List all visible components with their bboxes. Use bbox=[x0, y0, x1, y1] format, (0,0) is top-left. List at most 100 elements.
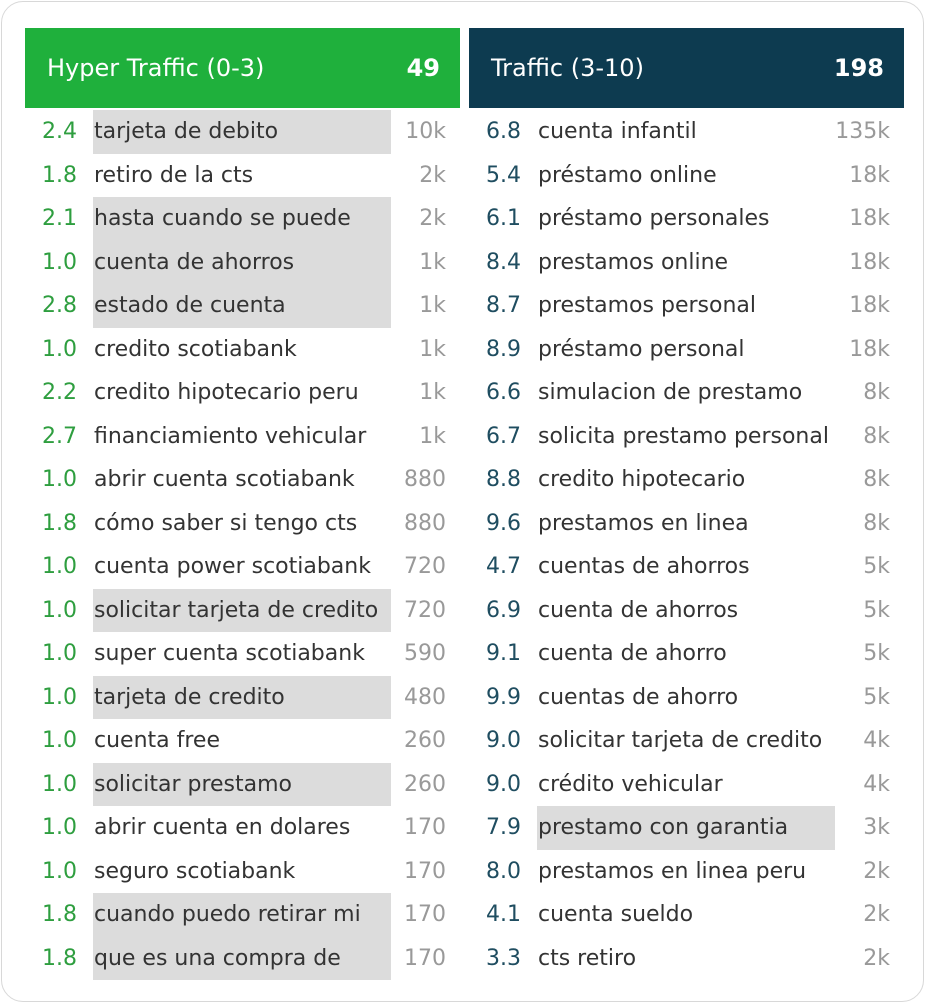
keyword: prestamos personal bbox=[538, 293, 756, 318]
difficulty-score: 4.7 bbox=[486, 554, 521, 579]
keyword-row: 1.0 solicitar prestamo 260 bbox=[25, 762, 460, 806]
keyword: abrir cuenta en dolares bbox=[94, 815, 351, 840]
keyword-row: 9.0 crédito vehicular 4k bbox=[469, 763, 904, 807]
panel-count: 49 bbox=[406, 54, 440, 82]
search-volume: 1k bbox=[419, 336, 446, 362]
search-volume: 1k bbox=[419, 249, 446, 275]
keyword-row: 8.7 prestamos personal 18k bbox=[469, 284, 904, 328]
keyword: financiamiento vehicular bbox=[94, 423, 367, 449]
difficulty-score: 8.4 bbox=[486, 249, 521, 275]
search-volume: 5k bbox=[863, 684, 890, 710]
search-volume: 4k bbox=[863, 771, 890, 797]
keyword: tarjeta de debito bbox=[93, 110, 391, 154]
search-volume: 3k bbox=[863, 815, 890, 840]
keyword: credito scotiabank bbox=[94, 336, 297, 362]
keyword-row: 6.1 préstamo personales 18k bbox=[469, 197, 904, 241]
keyword-row: 7.9 prestamo con garantia 3k bbox=[469, 806, 904, 850]
panel-header: Traffic (3-10) 198 bbox=[469, 28, 904, 108]
keyword: cuentas de ahorro bbox=[538, 684, 739, 710]
search-volume: 8k bbox=[863, 380, 890, 405]
keyword-row: 9.1 cuenta de ahorro 5k bbox=[469, 632, 904, 676]
search-volume: 2k bbox=[863, 945, 890, 971]
search-volume: 2k bbox=[863, 902, 890, 927]
keyword-row: 1.0 solicitar tarjeta de credito 720 bbox=[25, 588, 460, 632]
keyword-row: 6.6 simulacion de prestamo 8k bbox=[469, 371, 904, 415]
keyword: cuenta power scotiabank bbox=[94, 554, 371, 579]
search-volume: 880 bbox=[404, 467, 446, 492]
keyword: super cuenta scotiabank bbox=[94, 641, 365, 666]
keyword: préstamo personales bbox=[538, 206, 770, 231]
panel-title: Hyper Traffic (0-3) bbox=[47, 54, 265, 82]
difficulty-score: 1.0 bbox=[42, 858, 77, 884]
keyword: solicitar prestamo bbox=[93, 762, 391, 806]
keyword-row: 6.7 solicita prestamo personal 8k bbox=[469, 415, 904, 459]
difficulty-score: 2.1 bbox=[42, 206, 77, 231]
search-volume: 18k bbox=[849, 162, 890, 188]
keyword-row: 1.0 cuenta power scotiabank 720 bbox=[25, 545, 460, 589]
panel: Traffic (3-10) 198 6.8 cuenta infantil 135k 5… bbox=[469, 28, 904, 980]
difficulty-score: 1.0 bbox=[42, 684, 77, 710]
keyword: que es una compra de bbox=[93, 936, 391, 980]
difficulty-score: 1.0 bbox=[42, 597, 77, 623]
keyword-row: 2.1 hasta cuando se puede 2k bbox=[25, 197, 460, 241]
keyword-row: 1.0 cuenta de ahorros 1k bbox=[25, 240, 460, 284]
keyword: estado de cuenta bbox=[93, 284, 391, 328]
difficulty-score: 6.1 bbox=[486, 206, 521, 231]
search-volume: 1k bbox=[419, 423, 446, 449]
keyword: cuenta de ahorros bbox=[538, 597, 739, 623]
keyword-row: 1.0 super cuenta scotiabank 590 bbox=[25, 632, 460, 676]
difficulty-score: 2.8 bbox=[42, 293, 77, 318]
keyword: cuenta infantil bbox=[538, 119, 697, 144]
difficulty-score: 2.2 bbox=[42, 380, 77, 405]
keyword-row: 1.0 abrir cuenta en dolares 170 bbox=[25, 806, 460, 850]
search-volume: 260 bbox=[404, 771, 446, 797]
search-volume: 170 bbox=[404, 945, 446, 971]
keyword-row: 4.1 cuenta sueldo 2k bbox=[469, 893, 904, 937]
difficulty-score: 1.0 bbox=[42, 554, 77, 579]
difficulty-score: 1.8 bbox=[42, 162, 77, 188]
search-volume: 480 bbox=[404, 684, 446, 710]
search-volume: 1k bbox=[419, 293, 446, 318]
difficulty-score: 7.9 bbox=[486, 815, 521, 840]
keyword: simulacion de prestamo bbox=[538, 380, 803, 405]
keyword: cuenta free bbox=[94, 728, 220, 753]
keyword-row: 1.8 cuando puedo retirar mi 170 bbox=[25, 893, 460, 937]
search-volume: 5k bbox=[863, 597, 890, 623]
search-volume: 2k bbox=[863, 858, 890, 884]
keyword-row: 1.0 cuenta free 260 bbox=[25, 719, 460, 763]
search-volume: 590 bbox=[404, 641, 446, 666]
search-volume: 18k bbox=[849, 249, 890, 275]
keyword: cuando puedo retirar mi bbox=[93, 893, 391, 937]
difficulty-score: 8.9 bbox=[486, 336, 521, 362]
difficulty-score: 2.4 bbox=[42, 119, 77, 144]
keyword: credito hipotecario peru bbox=[94, 380, 359, 405]
difficulty-score: 9.0 bbox=[486, 771, 521, 797]
keyword: cuenta de ahorros bbox=[93, 240, 391, 284]
search-volume: 170 bbox=[404, 815, 446, 840]
keyword: abrir cuenta scotiabank bbox=[94, 467, 355, 492]
keyword-row: 8.4 prestamos online 18k bbox=[469, 241, 904, 285]
keyword-row: 8.0 prestamos en linea peru 2k bbox=[469, 850, 904, 894]
keyword: prestamos online bbox=[538, 249, 729, 275]
search-volume: 1k bbox=[419, 380, 446, 405]
search-volume: 260 bbox=[404, 728, 446, 753]
search-volume: 18k bbox=[849, 336, 890, 362]
keyword-row: 3.3 cts retiro 2k bbox=[469, 937, 904, 981]
search-volume: 18k bbox=[849, 293, 890, 318]
keyword-row: 2.7 financiamiento vehicular 1k bbox=[25, 415, 460, 459]
keyword-row: 8.9 préstamo personal 18k bbox=[469, 328, 904, 372]
keyword: prestamos en linea bbox=[538, 510, 749, 536]
keyword: cuenta sueldo bbox=[538, 902, 694, 927]
difficulty-score: 1.0 bbox=[42, 467, 77, 492]
keyword-row: 1.0 seguro scotiabank 170 bbox=[25, 850, 460, 894]
keyword-row: 1.0 tarjeta de credito 480 bbox=[25, 675, 460, 719]
keyword-list: 2.4 tarjeta de debito 10k 1.8 retiro de la c… bbox=[25, 110, 460, 980]
search-volume: 880 bbox=[404, 510, 446, 536]
search-volume: 135k bbox=[835, 119, 890, 144]
keyword-row: 1.8 cómo saber si tengo cts 880 bbox=[25, 502, 460, 546]
keyword-row: 2.2 credito hipotecario peru 1k bbox=[25, 371, 460, 415]
difficulty-score: 1.0 bbox=[42, 641, 77, 666]
difficulty-score: 9.6 bbox=[486, 510, 521, 536]
